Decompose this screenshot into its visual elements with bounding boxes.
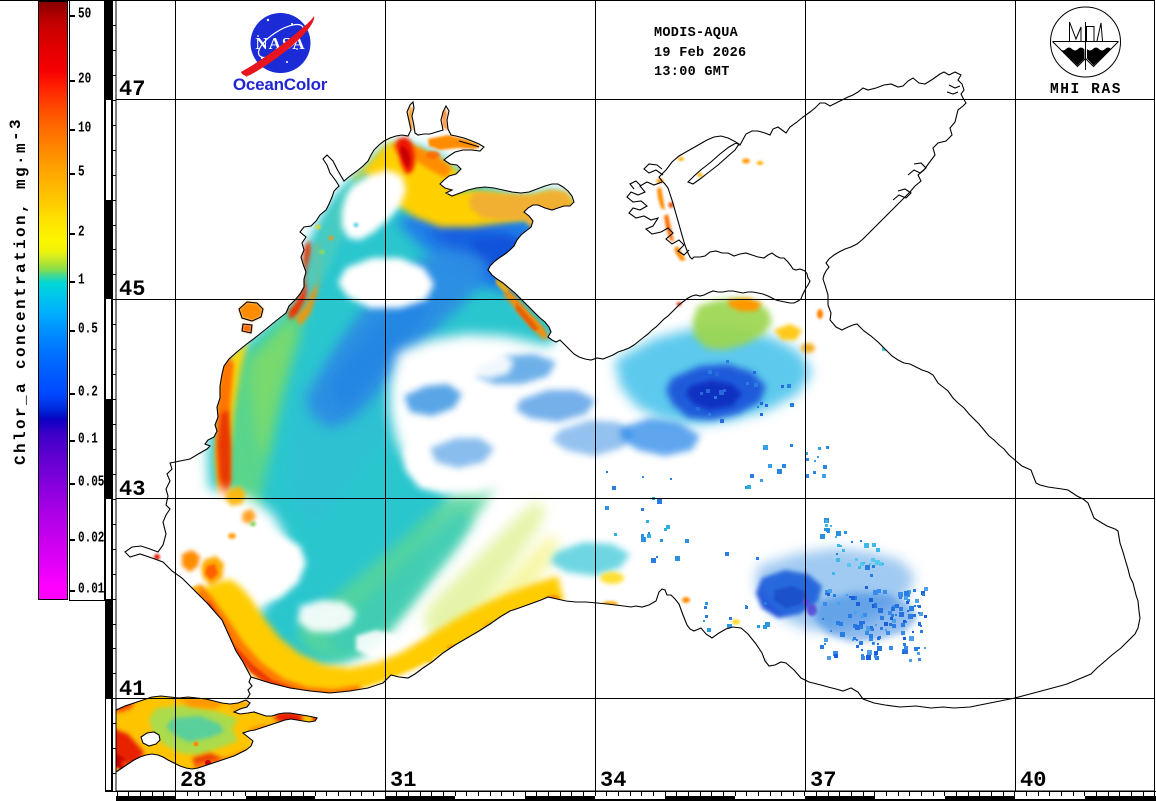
svg-text:19 Feb 2026: 19 Feb 2026 (654, 46, 746, 61)
svg-text:13:00 GMT: 13:00 GMT (654, 65, 730, 80)
svg-text:OceanColor: OceanColor (233, 75, 328, 94)
svg-text:MHI RAS: MHI RAS (1050, 82, 1122, 98)
svg-text:MODIS-AQUA: MODIS-AQUA (654, 26, 739, 41)
